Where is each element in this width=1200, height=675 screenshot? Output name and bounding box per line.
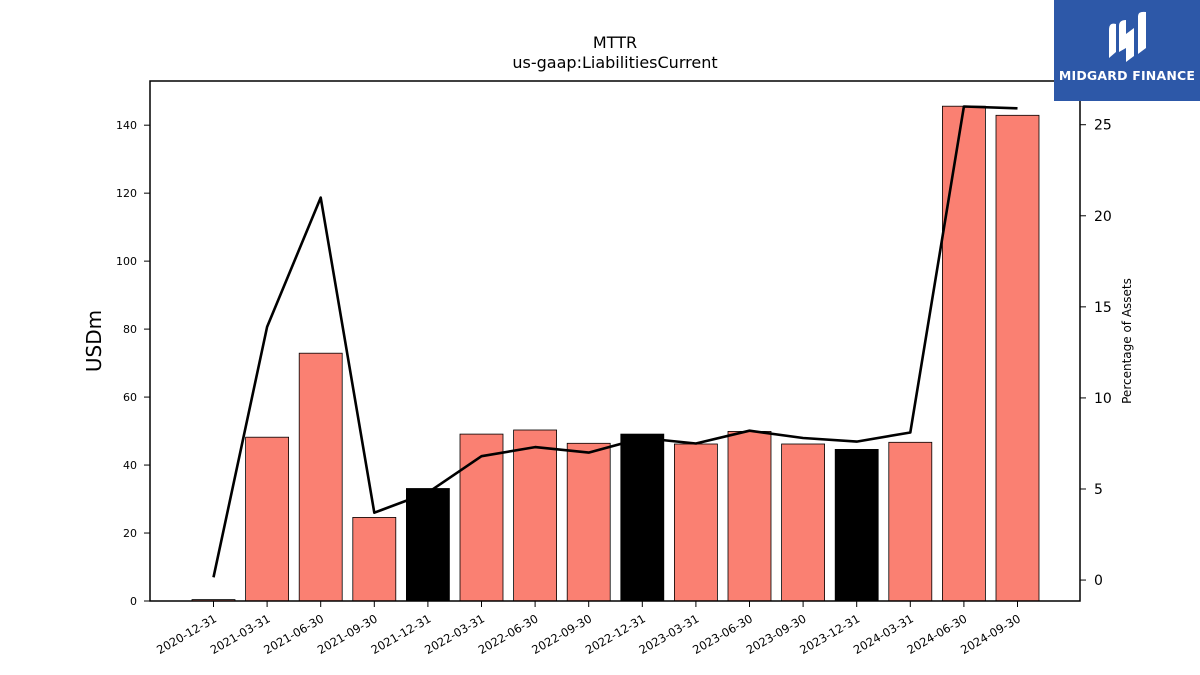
bar-2022-09-30	[566, 442, 611, 602]
y-axis-label: USDm	[82, 310, 106, 372]
x-tick-label: 2020-12-31	[154, 611, 219, 657]
x-tick-label: 2024-03-31	[851, 611, 916, 657]
y-tick-label: 100	[116, 255, 137, 268]
x-tick-label: 2023-06-30	[690, 611, 755, 657]
y-tick-label: 20	[123, 527, 137, 540]
bar-2022-12-31	[620, 433, 665, 602]
line-series	[212, 105, 1018, 578]
y-tick-label: 40	[123, 459, 137, 472]
midgard-finance-logo: MIDGARD FINANCE	[1054, 0, 1200, 101]
x-tick-label: 2021-03-31	[208, 611, 273, 657]
labels: MTTR us-gaap:LiabilitiesCurrent USDm Per…	[82, 33, 1134, 404]
y2-tick-label: 10	[1094, 391, 1112, 407]
x-tick-label: 2022-12-31	[583, 611, 648, 657]
y2-tick-label: 15	[1094, 300, 1112, 316]
y-tick-label: 140	[116, 119, 137, 132]
logo-mark-icon	[1109, 11, 1146, 62]
x-tick-label: 2023-12-31	[797, 611, 862, 657]
chart-title: MTTR	[593, 33, 637, 52]
y2-tick-label: 5	[1094, 482, 1103, 498]
y-tick-label: 80	[123, 323, 137, 336]
bar-2024-09-30	[995, 114, 1040, 602]
chart-subtitle: us-gaap:LiabilitiesCurrent	[512, 53, 717, 72]
y2-tick-label: 0	[1094, 573, 1103, 589]
bar-2023-09-30	[781, 443, 825, 602]
x-tick-label: 2023-03-31	[637, 611, 702, 657]
bar-2021-06-30	[298, 352, 343, 602]
x-tick-label: 2023-09-30	[744, 611, 809, 657]
bar-2023-06-30	[727, 430, 772, 602]
bar-2023-03-31	[674, 443, 718, 602]
percentage-line	[212, 105, 1018, 578]
x-tick-label: 2022-06-30	[476, 611, 541, 657]
x-tick-label: 2024-06-30	[905, 611, 970, 657]
x-tick-label: 2021-06-30	[261, 611, 326, 657]
x-tick-label: 2021-09-30	[315, 611, 380, 657]
y-tick-label: 60	[123, 391, 137, 404]
y2-tick-label: 20	[1094, 209, 1112, 225]
logo-text: MIDGARD FINANCE	[1058, 68, 1196, 83]
bar-2022-03-31	[459, 433, 504, 602]
y-tick-label: 0	[130, 595, 137, 608]
x-tick-label: 2022-09-30	[529, 611, 594, 657]
bar-series	[191, 105, 1040, 602]
x-tick-label: 2022-03-31	[422, 611, 487, 657]
y2-tick-label: 25	[1094, 118, 1112, 134]
bar-2024-03-31	[888, 441, 933, 602]
y2-axis-label: Percentage of Assets	[1120, 278, 1134, 404]
bar-2022-06-30	[513, 429, 557, 602]
bar-2021-12-31	[405, 488, 450, 602]
bar-2023-12-31	[834, 448, 879, 602]
bar-2021-09-30	[352, 517, 397, 602]
bar-2021-03-31	[245, 436, 290, 602]
x-tick-label: 2021-12-31	[369, 611, 434, 657]
bar-2024-06-30	[942, 105, 986, 602]
y-tick-label: 120	[116, 187, 137, 200]
x-tick-label: 2024-09-30	[958, 611, 1023, 657]
plot-frame	[149, 80, 1081, 602]
